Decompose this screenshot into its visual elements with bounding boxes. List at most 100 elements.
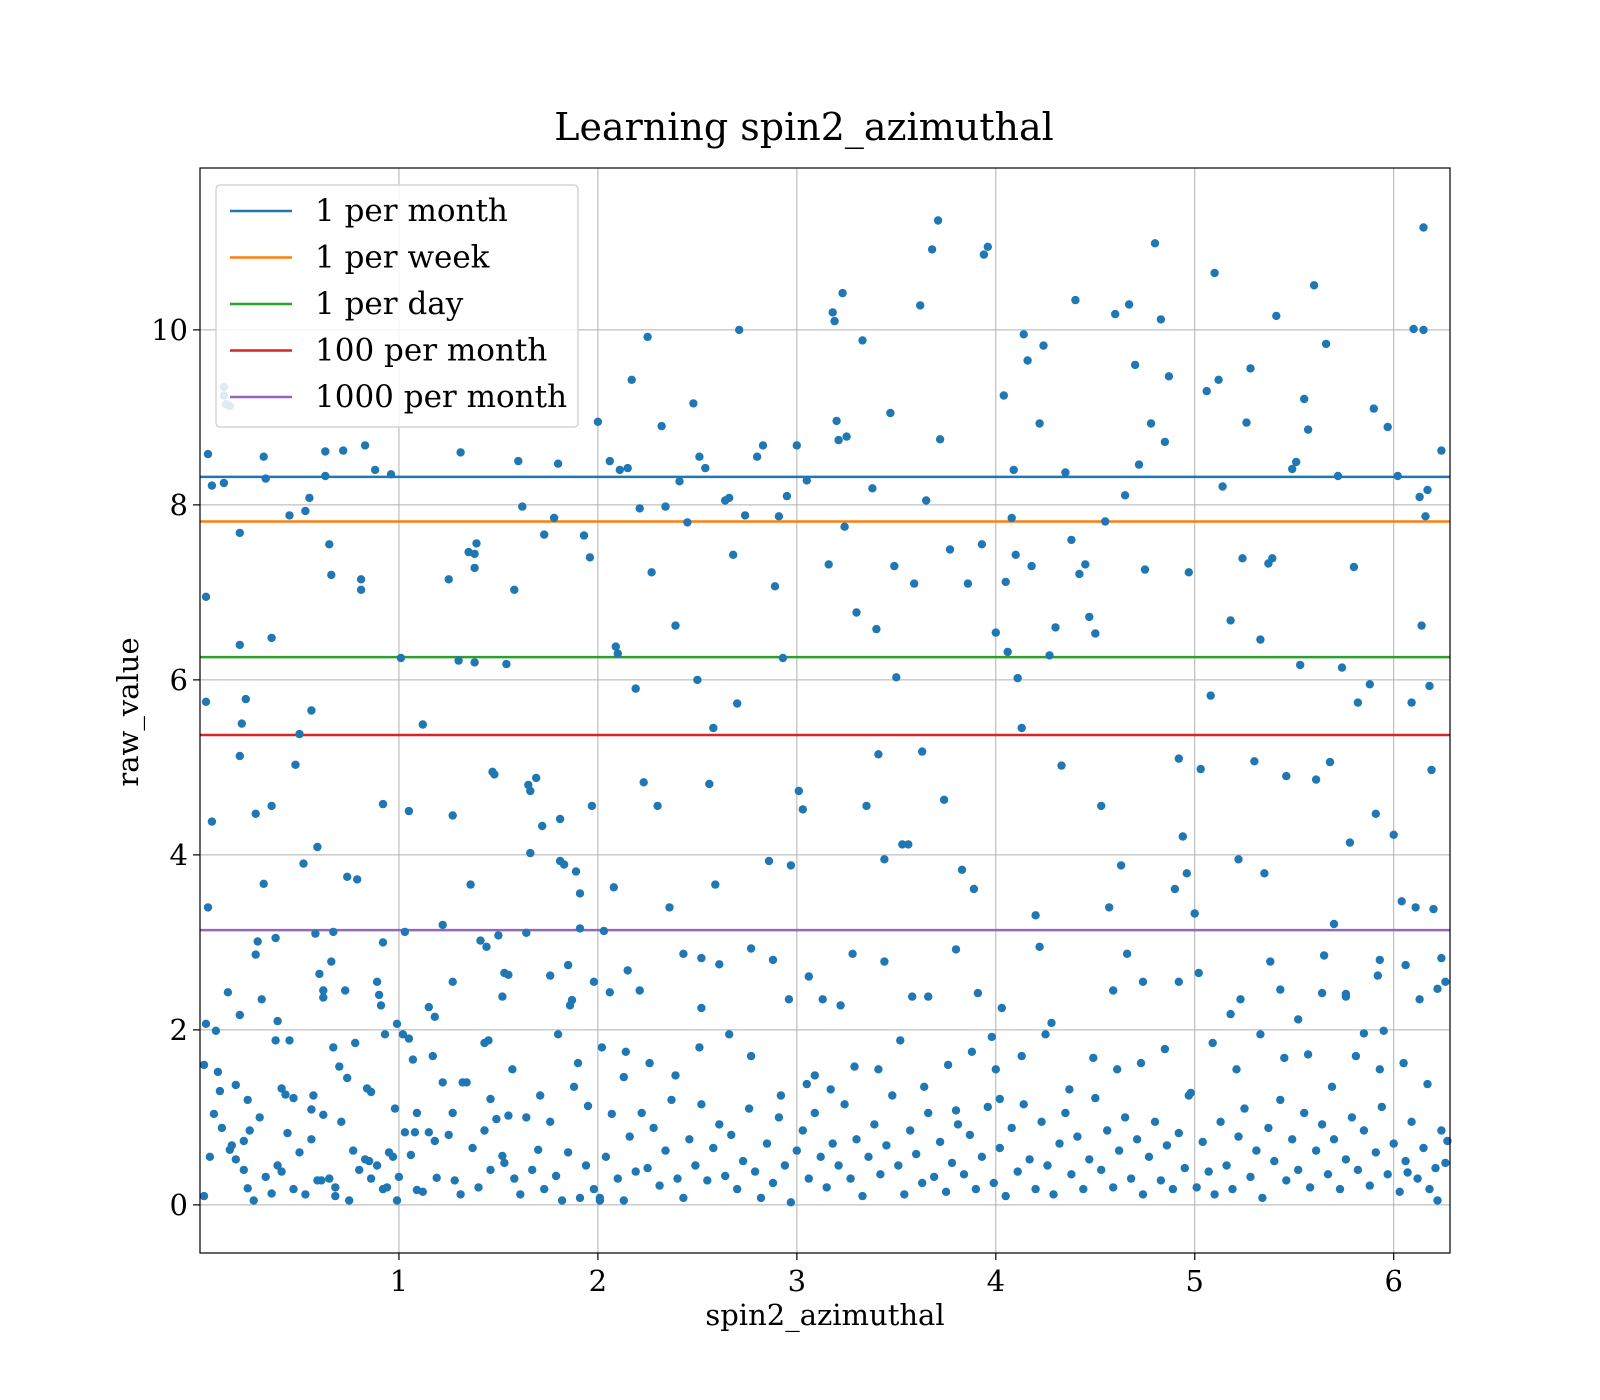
data-point	[735, 325, 744, 335]
data-point	[647, 568, 656, 577]
data-point	[609, 883, 618, 892]
data-point	[1132, 1135, 1142, 1144]
data-point	[943, 1060, 953, 1070]
data-point	[1266, 957, 1275, 966]
data-point	[418, 720, 427, 729]
data-point	[392, 1019, 402, 1028]
y-tick-label: 8	[170, 488, 188, 522]
data-point	[438, 920, 447, 930]
data-point	[933, 216, 943, 225]
data-point	[1097, 1165, 1106, 1175]
data-point	[510, 585, 519, 594]
data-point	[343, 1073, 352, 1083]
data-point	[384, 1148, 394, 1157]
data-point	[553, 459, 563, 468]
data-point	[203, 903, 213, 912]
data-point	[553, 1030, 563, 1039]
data-point	[331, 1183, 340, 1192]
data-point	[1097, 801, 1106, 811]
data-point	[673, 1174, 682, 1183]
data-point	[999, 391, 1008, 400]
data-point	[1035, 942, 1044, 951]
data-point	[546, 971, 555, 980]
data-point	[995, 1094, 1004, 1104]
data-point	[1236, 995, 1245, 1004]
data-point	[508, 1065, 517, 1074]
data-point	[689, 399, 698, 408]
data-point	[1025, 1155, 1034, 1164]
data-point	[675, 477, 684, 486]
data-point	[1401, 1156, 1410, 1166]
data-point	[1007, 1123, 1016, 1133]
data-point	[904, 840, 913, 849]
data-point	[1258, 1193, 1267, 1203]
data-point	[538, 821, 547, 831]
data-point	[768, 955, 778, 965]
data-point	[1162, 1141, 1172, 1150]
data-point	[486, 1094, 495, 1104]
data-point	[1260, 869, 1269, 878]
data-point	[1146, 419, 1156, 428]
data-point	[569, 1082, 579, 1092]
data-point	[1114, 1146, 1124, 1155]
data-point	[695, 452, 704, 461]
data-point	[1250, 757, 1259, 766]
data-point	[1174, 1128, 1184, 1138]
data-point	[327, 957, 336, 966]
data-point	[1311, 1146, 1321, 1155]
data-point	[721, 1171, 730, 1181]
data-point	[522, 1113, 531, 1122]
data-point	[989, 1178, 998, 1188]
data-point	[1198, 1137, 1207, 1147]
data-point	[1138, 977, 1148, 986]
data-point	[1399, 1058, 1408, 1068]
x-tick-label: 2	[589, 1264, 607, 1298]
data-point	[404, 806, 414, 816]
data-point	[1280, 1053, 1289, 1063]
data-point	[832, 416, 841, 426]
data-point	[504, 1111, 513, 1120]
data-point	[1061, 1108, 1070, 1118]
data-point	[1019, 1100, 1028, 1109]
data-point	[355, 1165, 364, 1175]
data-point	[1075, 569, 1084, 579]
data-point	[619, 1072, 628, 1082]
data-point	[983, 242, 992, 251]
data-point	[472, 539, 481, 548]
data-point	[311, 929, 320, 938]
data-point	[850, 1062, 859, 1071]
data-point	[1379, 1026, 1388, 1036]
data-point	[374, 990, 384, 1000]
data-point	[880, 957, 889, 966]
data-point	[239, 1136, 248, 1146]
data-point	[1061, 468, 1070, 477]
data-point	[418, 1187, 427, 1197]
data-point	[450, 1176, 459, 1185]
data-point	[1228, 1184, 1237, 1194]
data-point	[1303, 425, 1313, 434]
data-point	[321, 447, 330, 456]
data-point	[587, 801, 597, 811]
data-point	[349, 1146, 358, 1155]
data-point	[1425, 681, 1434, 691]
data-point	[1309, 281, 1319, 290]
data-point	[563, 960, 573, 970]
data-point	[307, 1135, 316, 1144]
data-point	[679, 949, 688, 958]
data-point	[1407, 1117, 1416, 1127]
data-point	[798, 1126, 807, 1135]
data-point	[894, 1161, 903, 1170]
data-point	[1144, 1152, 1154, 1162]
data-point	[480, 1126, 489, 1135]
data-point	[872, 624, 881, 634]
data-point	[953, 1120, 963, 1129]
data-point	[1049, 1190, 1058, 1199]
data-point	[804, 1174, 813, 1183]
data-point	[1407, 698, 1416, 707]
data-point	[1329, 919, 1339, 929]
data-point	[285, 1036, 294, 1045]
data-point	[444, 1130, 453, 1140]
y-axis-ticks: 0 2 4 6 8 10	[151, 313, 200, 1222]
data-point	[967, 1047, 977, 1057]
data-point	[573, 1058, 583, 1068]
